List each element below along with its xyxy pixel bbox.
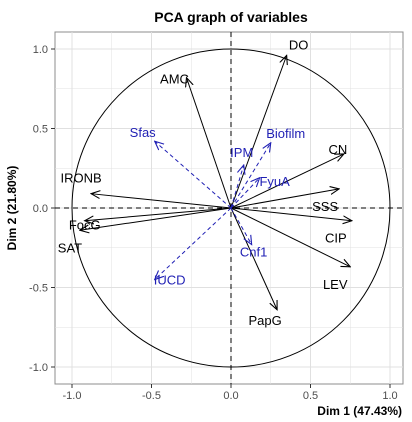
x-axis-title: Dim 1 (47.43%) xyxy=(317,404,402,418)
arrow-focg xyxy=(85,207,232,221)
arrow-iucd xyxy=(155,207,232,280)
label-lev: LEV xyxy=(323,277,348,292)
arrow-ipm xyxy=(230,165,244,209)
arrow-sfas xyxy=(155,141,232,209)
label-cn: CN xyxy=(328,142,347,157)
arrow-ironb xyxy=(91,194,232,209)
chart-title: PCA graph of variables xyxy=(154,9,308,25)
label-sss: SSS xyxy=(312,199,338,214)
y-axis-ticks: -1.0 -0.5 0.0 0.5 1.0 xyxy=(29,44,55,374)
arrow-lev xyxy=(230,207,350,267)
x-tick-label: 0.0 xyxy=(223,390,238,402)
y-tick-label: 0.5 xyxy=(33,124,48,136)
y-tick-label: 0.0 xyxy=(33,203,48,215)
y-axis-title: Dim 2 (21.80%) xyxy=(5,166,19,251)
arrow-cip xyxy=(230,207,352,221)
label-ipm: IPM xyxy=(230,145,253,160)
label-amc: AMC xyxy=(160,72,189,87)
x-tick-label: -1.0 xyxy=(63,390,82,402)
label-iucd: IUCD xyxy=(154,273,186,288)
variable-labels: DO AMC CN SSS CIP LEV PapG IRONB FocG SAT Biofilm I… xyxy=(58,37,348,327)
label-cip: CIP xyxy=(325,231,347,246)
y-tick-label: -0.5 xyxy=(29,283,48,295)
y-tick-label: -1.0 xyxy=(29,362,48,374)
label-cnf1: Cnf1 xyxy=(240,245,267,260)
label-do: DO xyxy=(289,37,309,52)
label-sfas: Sfas xyxy=(130,125,157,140)
label-ironb: IRONB xyxy=(60,171,101,186)
arrow-papg xyxy=(230,207,277,310)
label-sat: SAT xyxy=(58,240,82,255)
arrow-sss xyxy=(230,189,339,209)
y-tick-label: 1.0 xyxy=(33,44,48,56)
x-tick-label: 1.0 xyxy=(382,390,397,402)
arrow-sat xyxy=(80,207,232,230)
arrow-cnf1 xyxy=(230,207,252,245)
unit-circle xyxy=(71,48,391,368)
arrow-amc xyxy=(186,78,232,209)
variable-arrows xyxy=(80,55,352,309)
x-tick-label: -0.5 xyxy=(142,390,161,402)
x-tick-label: 0.5 xyxy=(303,390,318,402)
x-axis-ticks: -1.0 -0.5 0.0 0.5 1.0 xyxy=(63,384,398,402)
arrow-biofilm xyxy=(230,143,271,209)
correlation-circle xyxy=(71,48,391,368)
label-biofilm: Biofilm xyxy=(266,126,305,141)
arrow-do xyxy=(230,55,287,209)
label-papg: PapG xyxy=(248,313,281,328)
arrow-cn xyxy=(230,154,344,209)
label-fyua: FyuA xyxy=(259,174,290,189)
label-focg: FocG xyxy=(69,218,101,233)
